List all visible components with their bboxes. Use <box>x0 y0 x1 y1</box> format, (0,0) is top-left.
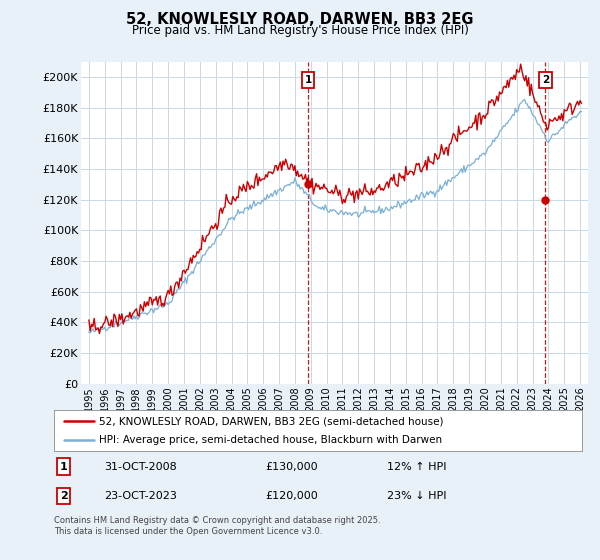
Text: 31-OCT-2008: 31-OCT-2008 <box>104 461 177 472</box>
Text: £130,000: £130,000 <box>265 461 318 472</box>
Text: 23-OCT-2023: 23-OCT-2023 <box>104 491 177 501</box>
Text: 2: 2 <box>59 491 67 501</box>
Text: HPI: Average price, semi-detached house, Blackburn with Darwen: HPI: Average price, semi-detached house,… <box>99 435 442 445</box>
Text: 52, KNOWLESLY ROAD, DARWEN, BB3 2EG: 52, KNOWLESLY ROAD, DARWEN, BB3 2EG <box>126 12 474 27</box>
Text: 1: 1 <box>304 75 311 85</box>
Text: £120,000: £120,000 <box>265 491 318 501</box>
Text: Price paid vs. HM Land Registry's House Price Index (HPI): Price paid vs. HM Land Registry's House … <box>131 24 469 36</box>
Text: 12% ↑ HPI: 12% ↑ HPI <box>386 461 446 472</box>
Text: Contains HM Land Registry data © Crown copyright and database right 2025.
This d: Contains HM Land Registry data © Crown c… <box>54 516 380 536</box>
Text: 1: 1 <box>59 461 67 472</box>
Text: 52, KNOWLESLY ROAD, DARWEN, BB3 2EG (semi-detached house): 52, KNOWLESLY ROAD, DARWEN, BB3 2EG (sem… <box>99 417 443 426</box>
Text: 23% ↓ HPI: 23% ↓ HPI <box>386 491 446 501</box>
Text: 2: 2 <box>542 75 549 85</box>
